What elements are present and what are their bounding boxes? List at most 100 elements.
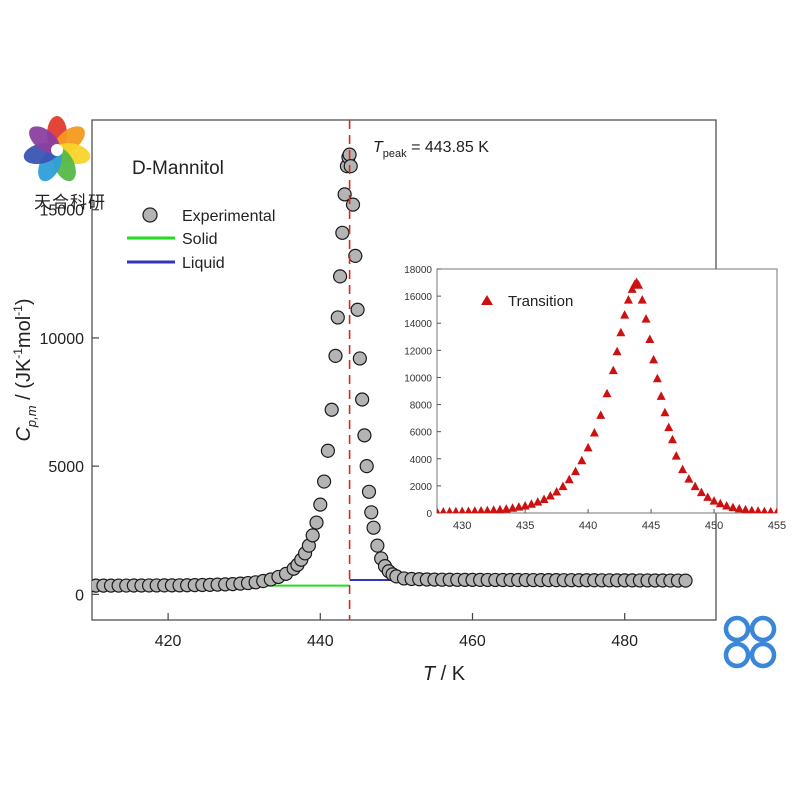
transition-point (501, 504, 511, 513)
main-x-ticks: 420 440 460 480 (155, 613, 638, 650)
inset-y-tick-label: 0 (426, 509, 432, 520)
transition-point (709, 496, 719, 505)
data-point (332, 269, 348, 284)
y-tick-label: 15000 (40, 203, 85, 220)
y-tick-label: 5000 (48, 459, 84, 476)
transition-point (728, 502, 738, 512)
peak-annotation: Tpeak = 443.85 K (373, 139, 489, 160)
brand-logo-icon (723, 615, 777, 669)
y-axis-label: Cp,m / (JK-1mol-1) (11, 298, 39, 441)
transition-point (552, 486, 562, 496)
logo-ring (749, 615, 777, 643)
inset-y-tick-label: 18000 (404, 265, 432, 276)
transition-point (620, 310, 630, 319)
transition-point (664, 422, 674, 432)
data-point (348, 248, 363, 263)
inset-legend: Transition (481, 293, 573, 310)
transition-point (703, 492, 713, 501)
logo-center (51, 144, 63, 156)
legend-label-solid: Solid (182, 231, 218, 248)
watermark-text: 天合科研 (34, 193, 106, 213)
data-point (305, 528, 320, 543)
transition-point (633, 280, 643, 289)
transition-point (508, 503, 518, 512)
x-tick-label: 480 (611, 633, 638, 650)
data-point (364, 505, 379, 520)
transition-point (623, 295, 633, 304)
transition-point (489, 505, 498, 513)
transition-point (477, 505, 485, 513)
data-point (330, 310, 345, 325)
transition-point (440, 507, 447, 513)
inset-y-tick-label: 4000 (410, 455, 433, 466)
y-tick-label: 0 (75, 587, 84, 604)
data-point (343, 159, 358, 174)
transition-point (722, 500, 732, 510)
data-point (324, 402, 339, 417)
transition-point (583, 442, 593, 452)
transition-point (715, 498, 725, 508)
inset-y-tick-label: 12000 (404, 346, 432, 357)
transition-point (514, 502, 524, 511)
logo-ring (749, 641, 777, 669)
legend-label-experimental: Experimental (182, 208, 275, 225)
data-point (309, 515, 324, 530)
inset-chart: 430 435 440 445 450 455 0 2000 4000 6000 8000 1000… (404, 265, 786, 532)
transition-point (684, 474, 694, 483)
transition-point (571, 466, 581, 476)
transition-point (458, 506, 466, 513)
transition-point (652, 373, 662, 383)
experimental-points (92, 147, 693, 593)
data-point (359, 459, 374, 474)
inset-y-tick-label: 16000 (404, 292, 432, 303)
transition-point (452, 506, 460, 513)
transition-point (602, 388, 612, 398)
transition-point (577, 455, 587, 465)
transition-point (761, 506, 768, 513)
brand-logo-icon (23, 116, 91, 182)
inset-x-tick-label: 440 (579, 520, 597, 532)
main-legend: Experimental Solid Liquid (127, 207, 275, 272)
transition-point (596, 410, 606, 419)
data-point (357, 428, 372, 443)
inset-y-tick-label: 14000 (404, 319, 432, 330)
inset-x-ticks: 430 435 440 445 450 455 (453, 509, 786, 532)
data-point (320, 443, 336, 458)
transition-point (734, 503, 744, 513)
transition-point (616, 327, 626, 337)
inset-x-tick-label: 450 (705, 520, 723, 532)
transition-point (690, 481, 700, 491)
transition-point (545, 491, 555, 500)
x-tick-label: 440 (307, 633, 334, 650)
logo-ring (723, 641, 751, 669)
x-tick-label: 460 (459, 633, 486, 650)
transition-point (741, 504, 750, 513)
legend-label-transition: Transition (508, 293, 573, 310)
transition-point (564, 474, 574, 484)
transition-point (471, 506, 479, 513)
transition-point (660, 407, 670, 417)
transition-point (747, 505, 756, 513)
transition-point (608, 365, 618, 375)
data-point (370, 538, 385, 553)
transition-point (589, 428, 599, 437)
transition-point (656, 391, 666, 400)
logo-ring (723, 615, 751, 643)
transition-point (437, 507, 441, 513)
transition-point (446, 506, 453, 513)
data-point (337, 187, 352, 202)
transition-point (558, 481, 568, 491)
transition-point (678, 464, 688, 474)
inset-x-tick-label: 455 (768, 520, 786, 532)
data-point (366, 520, 381, 535)
transition-point (773, 507, 777, 513)
transition-point (612, 346, 622, 356)
inset-y-tick-label: 8000 (410, 401, 433, 412)
data-point (361, 484, 377, 499)
transition-point (667, 434, 677, 444)
x-axis-label: T / K (423, 663, 466, 685)
transition-point (495, 504, 505, 513)
x-tick-label: 420 (155, 633, 182, 650)
data-point (678, 573, 693, 588)
inset-x-tick-label: 445 (642, 520, 660, 532)
